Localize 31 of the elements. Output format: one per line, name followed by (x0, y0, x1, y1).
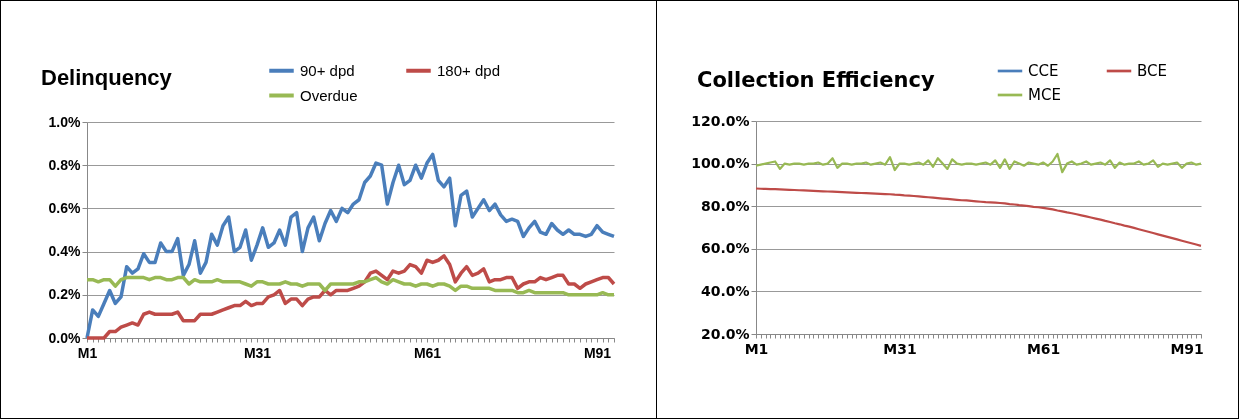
x-tick-label: M91 (583, 344, 612, 361)
y-tick-label: 0.0% (48, 329, 82, 346)
legend-label: 90+ dpd (300, 61, 355, 79)
y-tick-label: 0.2% (48, 286, 82, 303)
y-tick-label: 0.4% (48, 243, 82, 260)
y-tick-label: 20.0% (700, 325, 750, 342)
legend-label: BCE (1137, 62, 1167, 80)
legend-label: CCE (1028, 62, 1059, 80)
y-tick-label: 100.0% (691, 155, 750, 172)
legend-label: MCE (1028, 86, 1061, 104)
legend-label: 180+ dpd (437, 61, 500, 79)
y-tick-label: 120.0% (691, 112, 750, 129)
y-tick-label: 0.6% (48, 199, 82, 216)
chart-title: Collection Efficiency (697, 68, 935, 92)
x-tick-label: M61 (1026, 340, 1061, 357)
line-series (85, 275, 616, 297)
legend-label: Overdue (300, 86, 358, 104)
y-tick-label: 40.0% (700, 282, 750, 299)
x-tick-label: M1 (744, 340, 769, 357)
line-series (754, 152, 1203, 174)
x-tick-label: M31 (243, 344, 272, 361)
y-tick-label: 0.8% (48, 156, 82, 173)
x-tick-label: M91 (1170, 340, 1204, 357)
x-tick-label: M31 (883, 340, 917, 357)
x-tick-label: M61 (413, 344, 442, 361)
y-tick-label: 60.0% (700, 240, 750, 257)
y-tick-label: 1.0% (48, 113, 82, 130)
y-tick-label: 80.0% (700, 197, 750, 214)
x-tick-label: M1 (77, 344, 98, 361)
chart-title: Delinquency (41, 65, 173, 90)
line-series (754, 187, 1203, 247)
